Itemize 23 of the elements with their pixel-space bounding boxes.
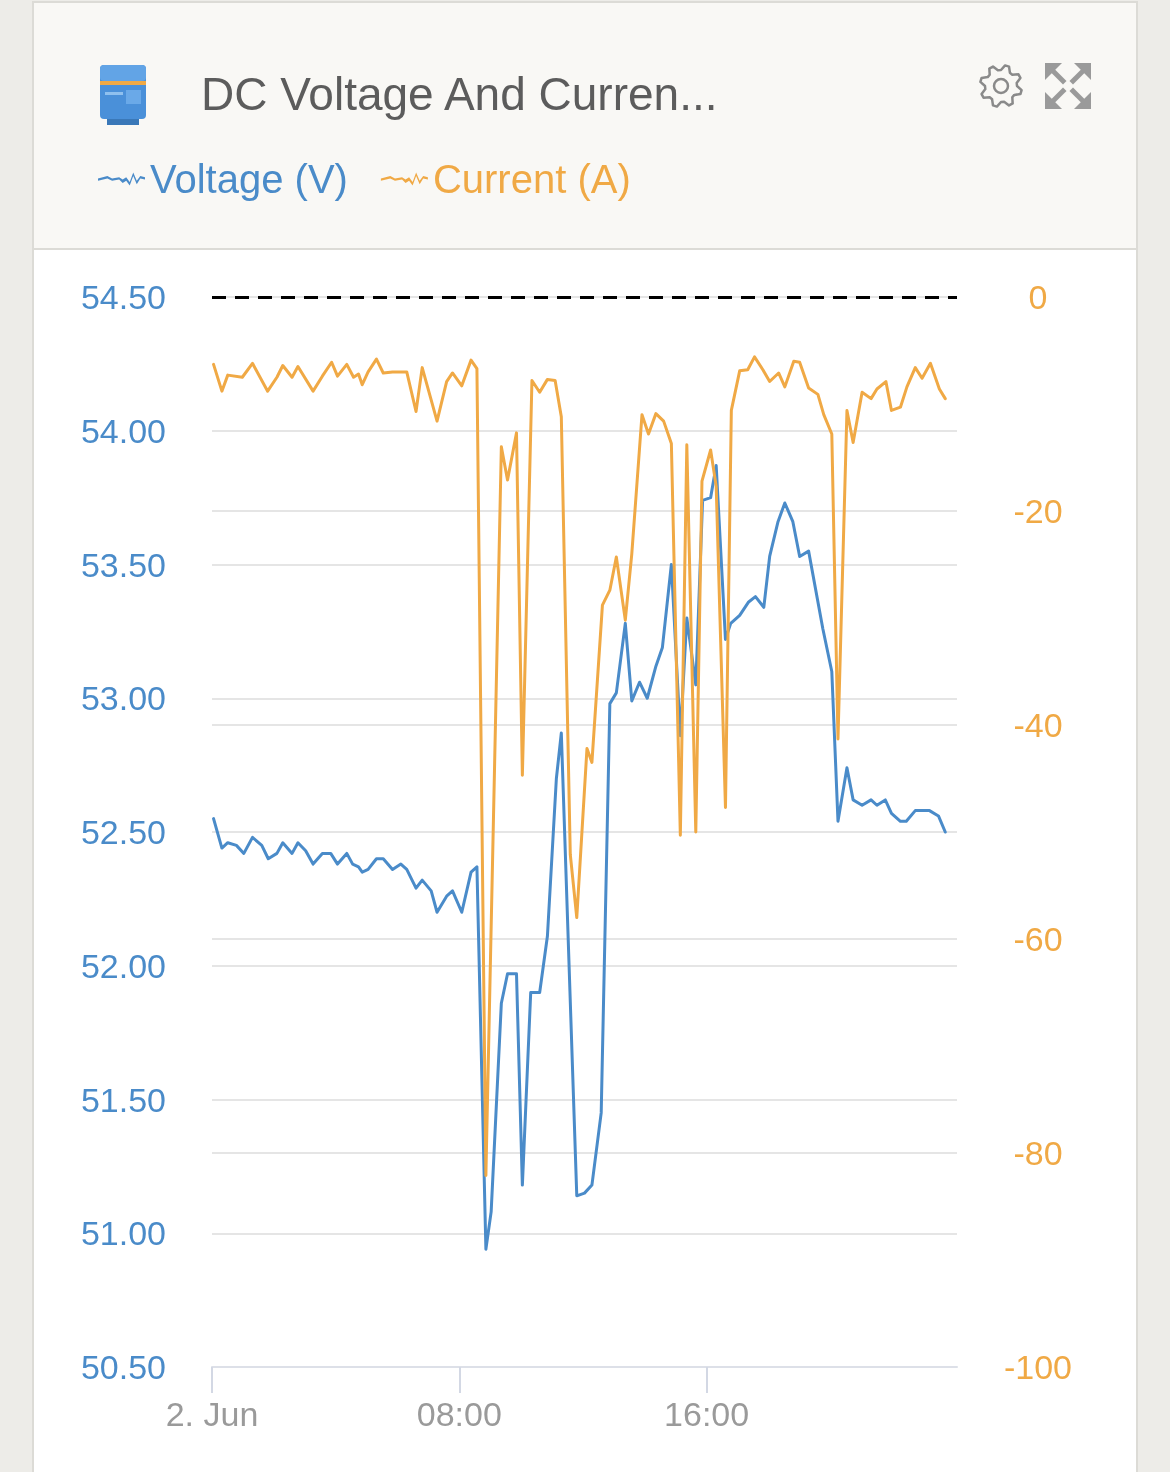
y-tick-label: 54.50 [80,278,166,316]
y2-tick-label: -60 [1013,920,1063,958]
y-tick-label: 50.50 [80,1348,166,1386]
line-series [212,464,947,1251]
x-tick-label: 2. Jun [165,1395,259,1433]
y2-tick-label: 0 [1028,278,1048,316]
y-tick-label: 52.00 [80,946,166,985]
y-tick-label: 53.00 [80,679,166,718]
y2-tick-label: -20 [1013,492,1063,530]
y2-tick-label: -80 [1013,1134,1063,1172]
y-tick-label: 51.50 [80,1080,166,1119]
y-tick-label: 51.00 [80,1214,166,1253]
y-tick-label: 53.50 [80,545,166,584]
y-tick-label: 54.00 [80,411,166,450]
x-tick-label: 16:00 [664,1395,750,1433]
y2-tick-label: -100 [1003,1348,1073,1386]
line-series [212,355,947,1177]
chart-title: DC Voltage And Curren... [201,68,718,120]
y2-tick-label: -40 [1013,706,1063,744]
y-tick-label: 52.50 [80,813,166,851]
legend-label: Current (A) [432,157,631,201]
x-tick-label: 08:00 [416,1395,502,1433]
legend-label: Voltage (V) [150,157,348,201]
